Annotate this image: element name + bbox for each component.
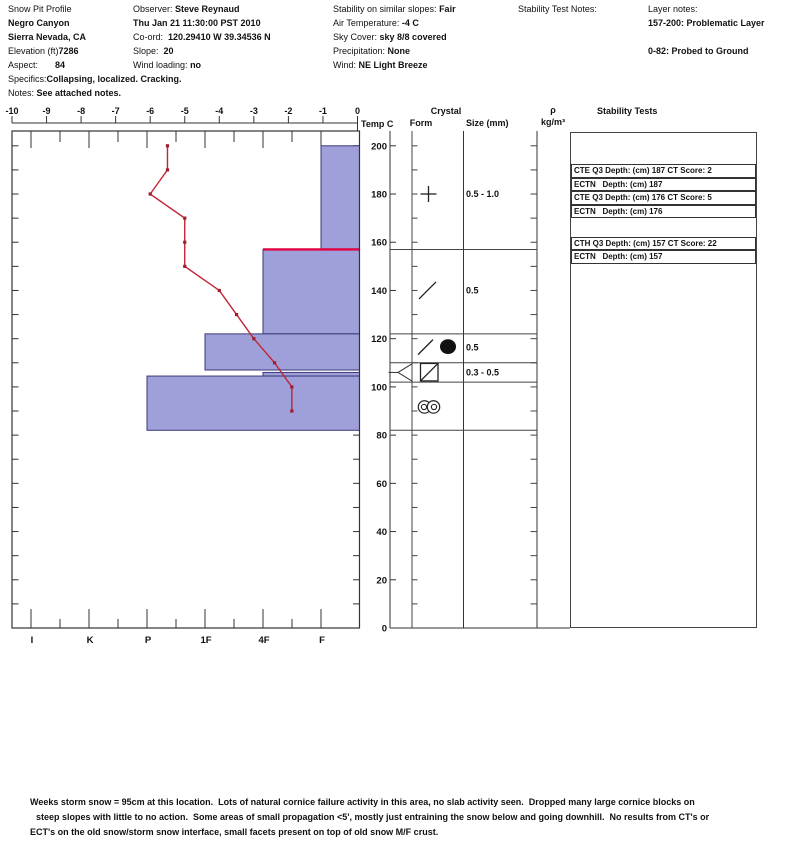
svg-text:40: 40 <box>376 527 387 538</box>
density-units-header: kg/m³ <box>540 117 565 127</box>
stability-test-result: CTH Q3 Depth: (cm) 157 CT Score: 22 <box>571 236 756 250</box>
stability-row: Stability on similar slopes: Fair <box>333 4 456 14</box>
air-temp-row: Air Temperature: -4 C <box>333 18 419 28</box>
size-column-header: Size (mm) <box>466 118 509 128</box>
svg-text:20: 20 <box>376 575 387 586</box>
svg-text:160: 160 <box>371 238 387 249</box>
svg-text:-10: -10 <box>5 106 18 116</box>
svg-text:Temp C: Temp C <box>361 119 394 129</box>
datetime-row: Thu Jan 21 11:30:00 PST 2010 <box>133 18 261 28</box>
stability-tests-box: CTE Q3 Depth: (cm) 187 CT Score: 2 ECTN … <box>570 132 757 628</box>
sky-cover-row: Sky Cover: sky 8/8 covered <box>333 32 447 42</box>
svg-text:100: 100 <box>371 382 387 393</box>
svg-text:K: K <box>87 635 94 646</box>
svg-text:0: 0 <box>382 624 387 635</box>
svg-text:80: 80 <box>376 431 387 442</box>
elevation-row: Elevation (ft)7286 <box>8 46 79 56</box>
svg-text:0.3 - 0.5: 0.3 - 0.5 <box>466 368 499 378</box>
svg-text:0.5: 0.5 <box>466 286 479 296</box>
svg-text:0.5 - 1.0: 0.5 - 1.0 <box>466 189 499 199</box>
report-title: Snow Pit Profile <box>8 4 72 14</box>
pit-notes-line: Weeks storm snow = 95cm at this location… <box>30 797 695 807</box>
site-region: Sierra Nevada, CA <box>8 32 87 42</box>
pit-notes-line: ECT's on the old snow/storm snow interfa… <box>30 827 439 837</box>
stability-test-result: ECTN Depth: (cm) 176 <box>571 204 756 218</box>
slope-row: Slope: 20 <box>133 46 174 56</box>
svg-text:4F: 4F <box>258 635 269 646</box>
pit-notes-text: Weeks storm snow = 95cm at this location… <box>30 795 770 840</box>
site-name: Negro Canyon <box>8 18 70 28</box>
svg-text:-5: -5 <box>181 106 189 116</box>
svg-text:I: I <box>31 635 34 646</box>
svg-text:-3: -3 <box>250 106 258 116</box>
stability-test-result: ECTN Depth: (cm) 187 <box>571 177 756 191</box>
precip-row: Precipitation: None <box>333 46 411 56</box>
svg-text:-7: -7 <box>112 106 120 116</box>
svg-text:200: 200 <box>371 141 387 152</box>
wind-row: Wind: NE Light Breeze <box>333 60 428 70</box>
layer-note-2: 0-82: Probed to Ground <box>648 46 749 56</box>
specifics-row: Specifics:Collapsing, localized. Crackin… <box>8 74 182 84</box>
svg-text:-6: -6 <box>146 106 154 116</box>
svg-text:120: 120 <box>371 334 387 345</box>
svg-text:-9: -9 <box>43 106 51 116</box>
coord-row: Co-ord: 120.29410 W 39.34536 N <box>133 32 271 42</box>
aspect-row: Aspect: 84 <box>8 60 66 70</box>
svg-text:140: 140 <box>371 286 387 297</box>
layer-note-1: 157-200: Problematic Layer <box>648 18 765 28</box>
observer-row: Observer: Steve Reynaud <box>133 4 240 14</box>
stability-test-result: ECTN Depth: (cm) 157 <box>571 250 756 264</box>
pit-notes-line: steep slopes with little to no action. S… <box>36 812 710 822</box>
svg-text:-8: -8 <box>77 106 85 116</box>
svg-text:-4: -4 <box>215 106 223 116</box>
svg-text:P: P <box>145 635 152 646</box>
layer-notes-label: Layer notes: <box>648 4 698 14</box>
svg-text:0.5: 0.5 <box>466 342 479 352</box>
stability-test-result: CTE Q3 Depth: (cm) 176 CT Score: 5 <box>571 191 756 205</box>
notes-row: Notes: See attached notes. <box>8 88 122 98</box>
stability-tests-header: Stability Tests <box>597 106 658 116</box>
crystal-column-header: Crystal <box>430 106 462 116</box>
svg-text:0: 0 <box>355 106 360 116</box>
form-column-header: Form <box>409 118 433 128</box>
svg-text:-1: -1 <box>319 106 327 116</box>
svg-text:F: F <box>319 635 325 646</box>
stability-test-notes-label: Stability Test Notes: <box>518 4 597 14</box>
wind-loading-row: Wind loading: no <box>133 60 202 70</box>
svg-text:60: 60 <box>376 479 387 490</box>
stability-test-result: CTE Q3 Depth: (cm) 187 CT Score: 2 <box>571 164 756 178</box>
svg-text:-2: -2 <box>284 106 292 116</box>
density-symbol-header: ρ <box>550 105 556 115</box>
svg-text:1F: 1F <box>200 635 211 646</box>
svg-text:180: 180 <box>371 190 387 201</box>
